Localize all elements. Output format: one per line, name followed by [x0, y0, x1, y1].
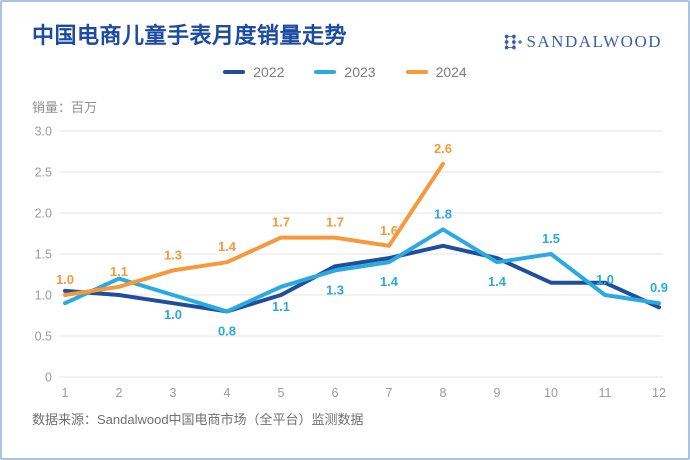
- data-label-2023: 1.4: [380, 274, 399, 289]
- x-tick-label: 2: [116, 386, 123, 400]
- legend-label-2022: 2022: [253, 64, 285, 80]
- brand-logo: SANDALWOOD: [503, 32, 662, 52]
- data-label-2023: 1.4: [488, 274, 507, 289]
- data-label-2024: 1.0: [56, 272, 74, 287]
- chart-legend: 2022 2023 2024: [2, 64, 688, 80]
- legend-label-2024: 2024: [435, 64, 467, 80]
- y-axis-unit-label: 销量：百万: [32, 100, 98, 115]
- x-tick-label: 3: [170, 386, 177, 400]
- x-tick-label: 1: [62, 386, 69, 400]
- brand-name: SANDALWOOD: [526, 32, 662, 51]
- series-line-2022: [63, 243, 661, 314]
- data-label-2023: 1.1: [272, 299, 290, 314]
- data-label-2023: 1.0: [164, 307, 182, 322]
- data-label-2024: 1.3: [164, 247, 182, 262]
- data-source-note: 数据来源：Sandalwood中国电商市场（全平台）监测数据: [32, 412, 364, 427]
- y-tick-label: 0.5: [35, 330, 52, 344]
- data-label-2023: 0.9: [650, 280, 668, 295]
- legend-item-2022: 2022: [223, 64, 284, 80]
- data-label-2023: 1.0: [596, 272, 614, 287]
- data-label-2024: 1.7: [326, 215, 344, 230]
- legend-item-2023: 2023: [314, 64, 376, 80]
- dots-network-icon: [505, 34, 523, 50]
- y-tick-label: 1.0: [35, 289, 52, 303]
- data-label-2023: 1.3: [326, 282, 344, 297]
- legend-swatch-2024: [405, 70, 428, 74]
- x-tick-label: 4: [224, 386, 231, 400]
- page-title: 中国电商儿童手表月度销量走势: [32, 23, 348, 48]
- legend-swatch-2022: [223, 70, 246, 74]
- y-tick-label: 1.5: [35, 248, 52, 262]
- y-tick-label: 2.5: [35, 166, 52, 180]
- data-label-2024: 1.1: [110, 264, 128, 279]
- x-tick-label: 7: [386, 386, 393, 400]
- data-label-2024: 1.4: [218, 239, 237, 254]
- x-tick-label: 8: [440, 386, 447, 400]
- x-tick-label: 9: [494, 386, 501, 400]
- x-tick-label: 10: [544, 386, 558, 400]
- data-label-2024: 1.6: [380, 223, 398, 238]
- series-line-2023: [63, 227, 661, 314]
- data-label-2024: 1.7: [272, 215, 290, 230]
- data-label-2023: 0.8: [218, 323, 236, 338]
- y-tick-label: 0: [45, 371, 52, 385]
- x-tick-label: 11: [599, 386, 612, 400]
- legend-item-2024: 2024: [405, 64, 467, 80]
- legend-label-2023: 2023: [344, 64, 376, 80]
- data-label-2023: 1.8: [434, 206, 452, 221]
- y-tick-label: 2.0: [35, 207, 52, 221]
- data-label-2023: 1.5: [542, 231, 560, 246]
- x-tick-label: 6: [332, 386, 339, 400]
- x-tick-label: 12: [652, 386, 666, 400]
- x-tick-label: 5: [278, 386, 285, 400]
- data-label-2024: 2.6: [434, 141, 452, 156]
- legend-swatch-2023: [314, 70, 337, 74]
- y-tick-label: 3.0: [35, 125, 52, 139]
- series-line-2024: [63, 161, 445, 297]
